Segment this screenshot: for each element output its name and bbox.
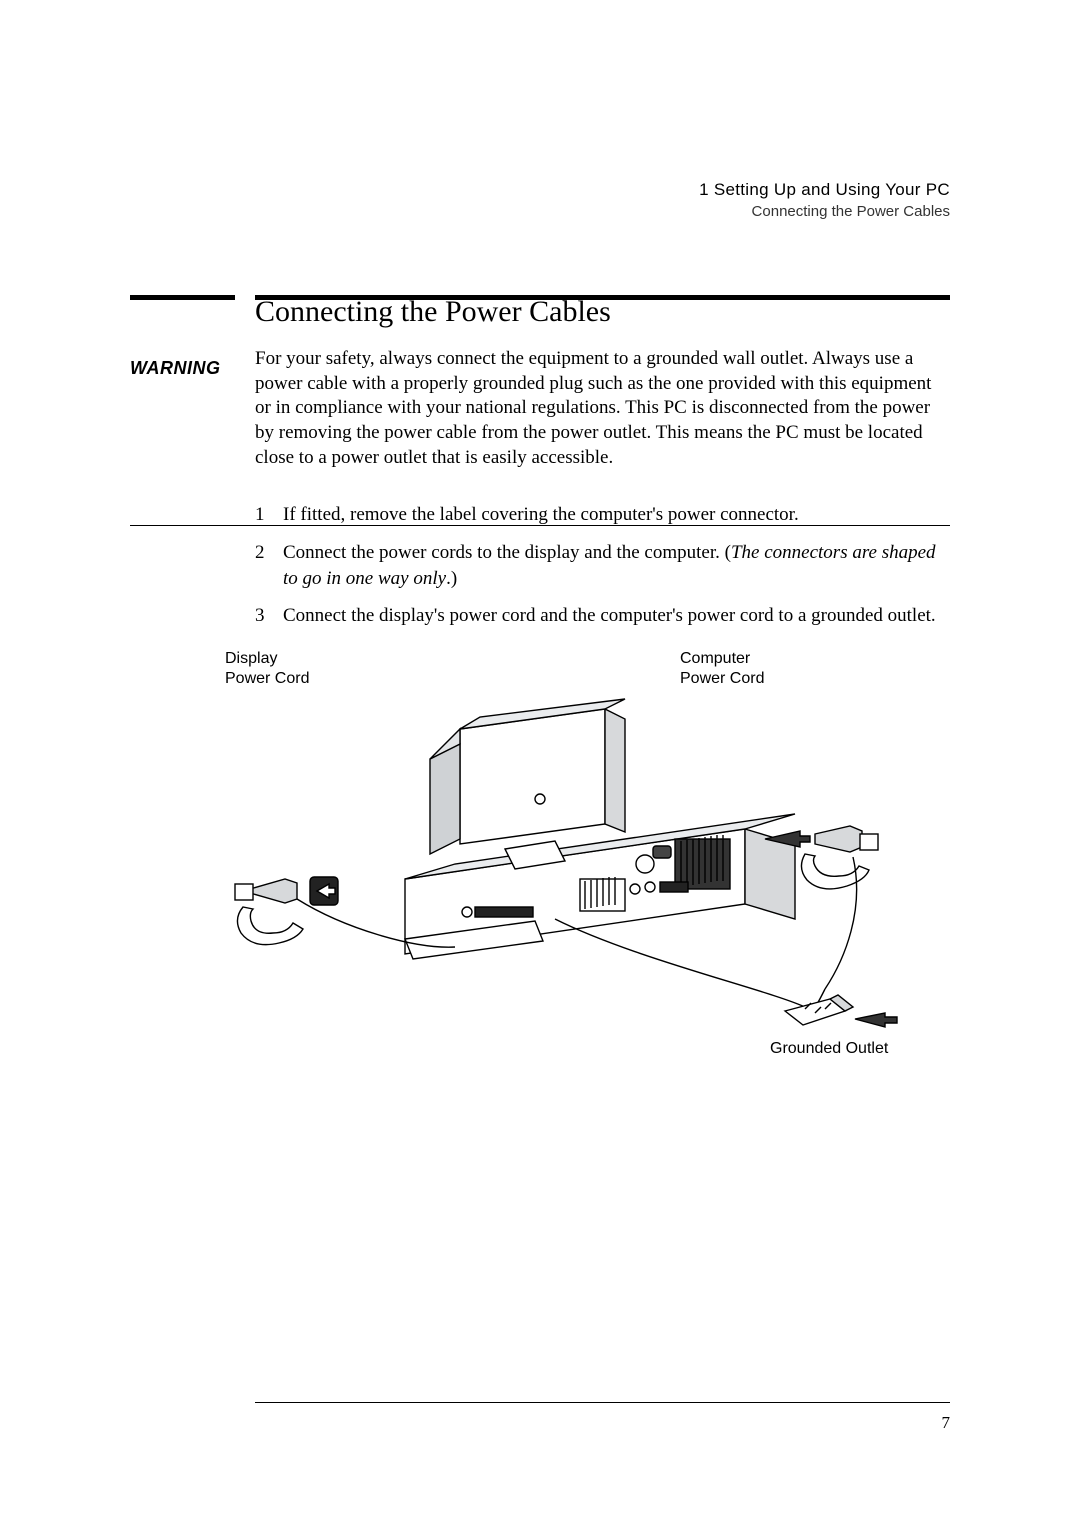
step-text-post: .) <box>446 568 457 589</box>
rule-gap <box>235 295 255 300</box>
page-number: 7 <box>942 1413 951 1433</box>
section-title: Connecting the Power Cables <box>255 295 950 329</box>
step-item: 3 Connect the display's power cord and t… <box>255 603 950 629</box>
section-path-label: Connecting the Power Cables <box>699 203 950 220</box>
step-item: 2 Connect the power cords to the display… <box>255 540 950 591</box>
warning-body: For your safety, always connect the equi… <box>255 347 950 470</box>
content-block: Connecting the Power Cables WARNING For … <box>255 295 950 1069</box>
figure-label-line: Computer <box>680 650 750 667</box>
step-number: 3 <box>255 603 265 629</box>
figure-label-line: Display <box>225 650 277 667</box>
step-number: 2 <box>255 540 265 566</box>
figure-illustration <box>205 689 985 1059</box>
running-header: 1 Setting Up and Using Your PC Connectin… <box>699 180 950 220</box>
page: 1 Setting Up and Using Your PC Connectin… <box>0 0 1080 1528</box>
figure-display-label: Display Power Cord <box>225 649 309 689</box>
step-list: 1 If fitted, remove the label covering t… <box>255 502 950 629</box>
chapter-label: 1 Setting Up and Using Your PC <box>699 180 950 200</box>
warning-sidehead: WARNING <box>130 358 221 379</box>
step-number: 1 <box>255 502 265 528</box>
bottom-rule <box>255 1402 950 1403</box>
figure-label-line: Power Cord <box>225 670 309 687</box>
step-item: 1 If fitted, remove the label covering t… <box>255 502 950 528</box>
step-text-pre: Connect the power cords to the display a… <box>283 542 731 563</box>
figure: Display Power Cord Computer Power Cord G… <box>225 649 985 1069</box>
figure-label-line: Power Cord <box>680 670 764 687</box>
top-rule <box>130 295 950 300</box>
step-text: Connect the display's power cord and the… <box>283 605 936 626</box>
figure-computer-label: Computer Power Cord <box>680 649 764 689</box>
step-text: If fitted, remove the label covering the… <box>283 504 799 525</box>
